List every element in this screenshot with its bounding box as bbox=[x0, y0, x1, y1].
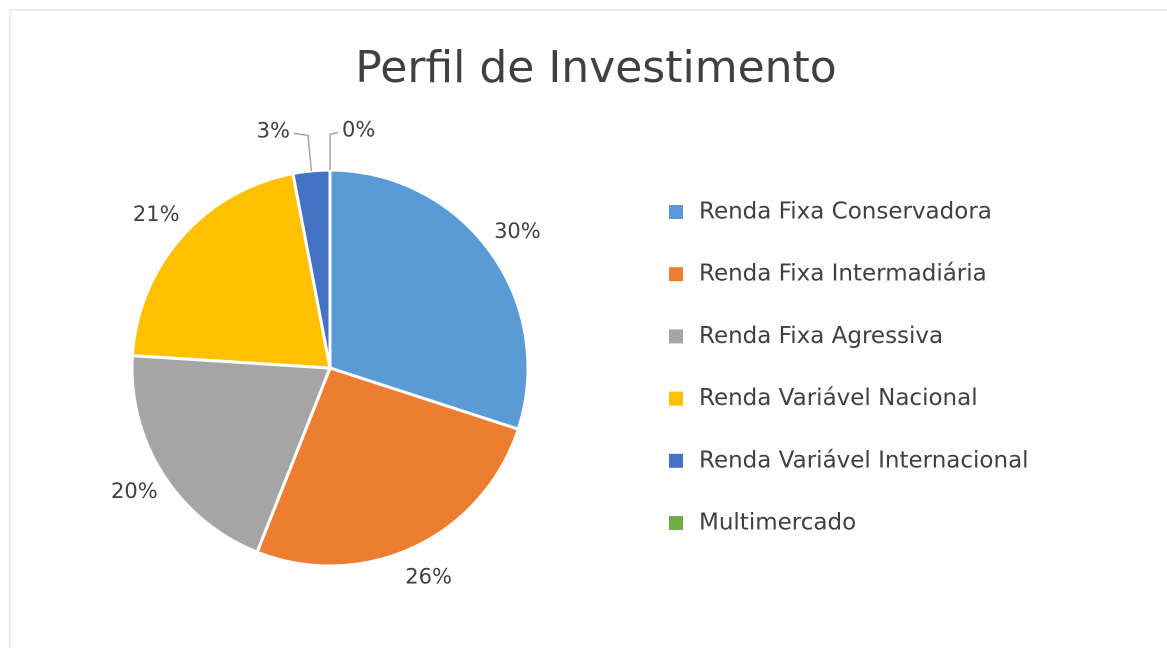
legend-swatch bbox=[669, 267, 683, 282]
data-label: 21% bbox=[133, 202, 180, 226]
pie-slice bbox=[130, 353, 333, 555]
legend-label: Renda Variável Internacional bbox=[699, 447, 1029, 473]
legend-label: Renda Variável Nacional bbox=[699, 385, 978, 411]
leader-line bbox=[329, 131, 339, 170]
chart-title: Perfil de Investimento bbox=[355, 42, 836, 93]
legend-label: Renda Fixa Intermadiária bbox=[699, 261, 987, 287]
legend-swatch bbox=[669, 205, 683, 219]
data-label: 30% bbox=[494, 219, 541, 243]
pie-slice bbox=[255, 366, 521, 568]
data-label: 26% bbox=[405, 565, 452, 589]
legend-swatch bbox=[669, 516, 683, 530]
legend-label: Renda Fixa Agressiva bbox=[699, 323, 943, 349]
data-label: 3% bbox=[257, 118, 290, 142]
legend-swatch bbox=[669, 391, 683, 406]
legend-swatch bbox=[669, 453, 683, 468]
leader-line bbox=[293, 132, 313, 171]
pie-slice bbox=[130, 171, 332, 370]
legend-swatch bbox=[669, 329, 683, 344]
data-label: 0% bbox=[342, 117, 375, 141]
data-label: 20% bbox=[111, 479, 158, 503]
legend-label: Renda Fixa Conservadora bbox=[699, 199, 992, 225]
pie-slice bbox=[328, 168, 530, 432]
legend-label: Multimercado bbox=[699, 510, 856, 536]
